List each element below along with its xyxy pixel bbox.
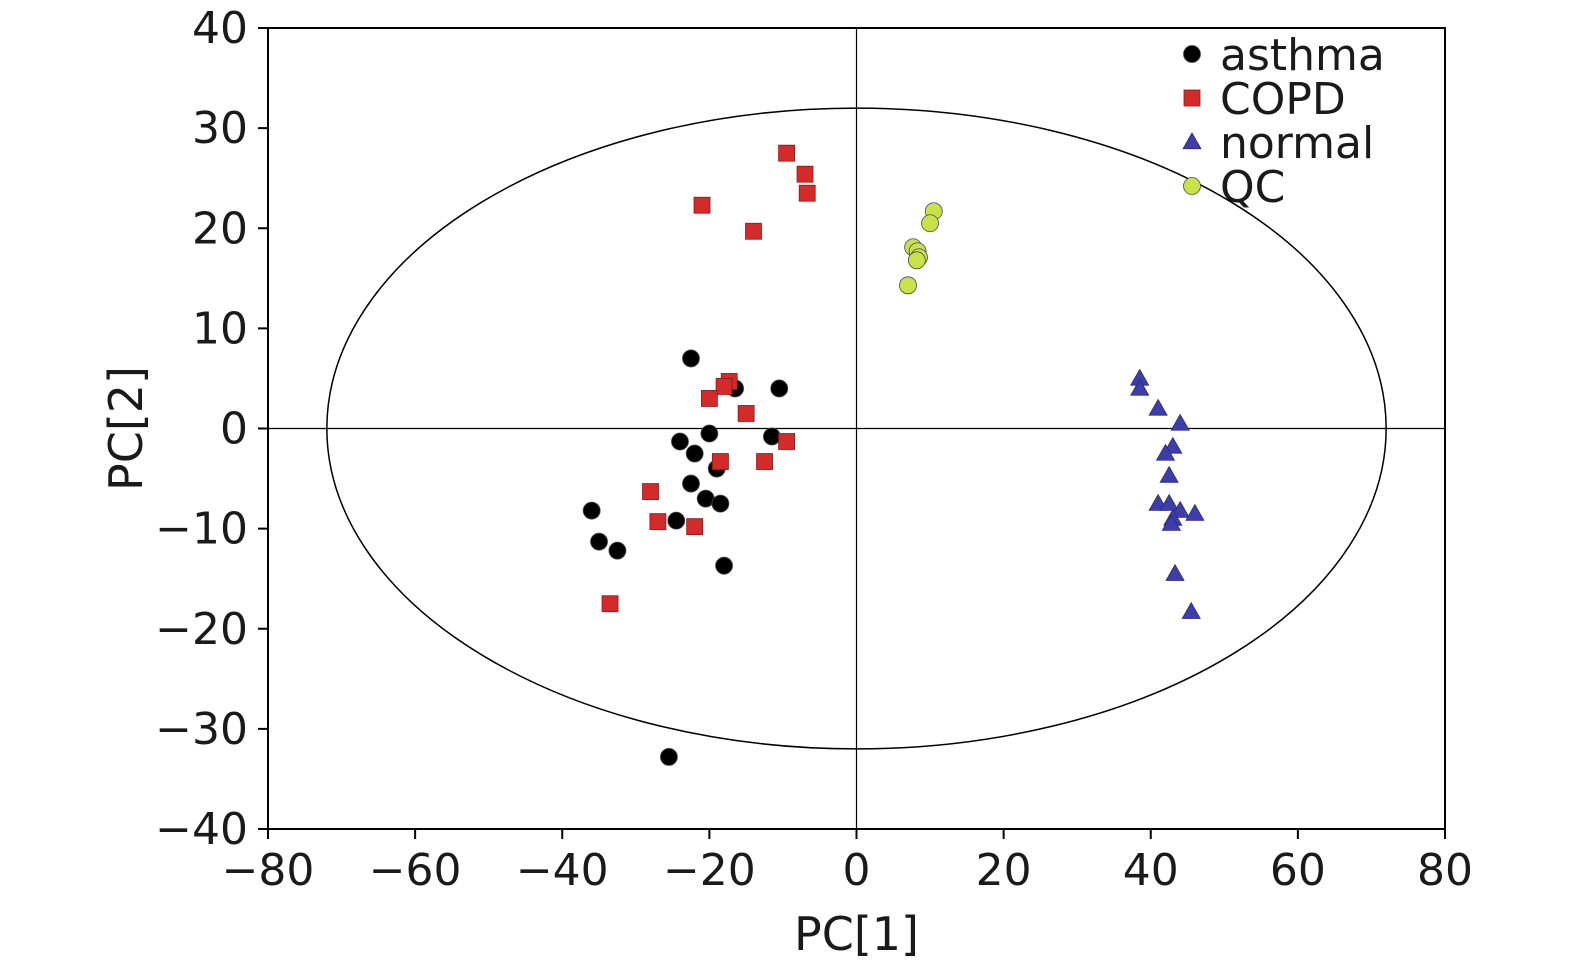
- point-asthma: [715, 556, 733, 575]
- point-copd: [686, 518, 704, 536]
- y-tick-label: 10: [192, 303, 248, 354]
- point-copd: [642, 483, 659, 500]
- y-tick-label: −30: [155, 704, 248, 755]
- point-normal: [1185, 503, 1205, 521]
- point-normal: [1170, 413, 1190, 431]
- y-tick-label: −20: [155, 604, 248, 655]
- x-tick-label: 0: [843, 845, 871, 896]
- point-asthma: [700, 424, 719, 443]
- point-normal: [1148, 398, 1168, 416]
- legend-label: asthma: [1220, 30, 1385, 81]
- point-copd: [715, 378, 733, 395]
- legend-marker-copd: [1183, 89, 1201, 107]
- point-normal: [1165, 563, 1185, 581]
- point-qc: [921, 214, 939, 233]
- point-asthma: [660, 748, 678, 766]
- point-asthma: [682, 349, 700, 368]
- legend-marker-asthma: [1183, 45, 1201, 63]
- legend-marker-normal: [1182, 132, 1202, 150]
- series-asthma: [582, 349, 789, 766]
- hotelling-ellipse: [326, 107, 1387, 750]
- x-tick-label: −40: [516, 845, 609, 896]
- x-tick-label: −60: [369, 845, 462, 896]
- x-tick-label: 40: [1123, 845, 1179, 896]
- legend-item-copd: COPD: [1183, 74, 1346, 125]
- point-normal: [1155, 443, 1176, 461]
- legend-label: QC: [1220, 162, 1285, 213]
- point-asthma: [685, 444, 704, 463]
- point-copd: [601, 595, 619, 613]
- point-copd: [798, 184, 816, 202]
- point-normal: [1159, 465, 1179, 483]
- x-tick-label: 20: [976, 845, 1032, 896]
- y-tick-label: 20: [192, 203, 248, 254]
- point-copd: [756, 453, 773, 470]
- x-axis-label: PC[1]: [794, 907, 919, 961]
- point-asthma: [682, 474, 700, 493]
- point-copd: [796, 165, 814, 183]
- y-axis-label: PC[2]: [99, 366, 153, 491]
- point-asthma: [667, 511, 686, 530]
- point-asthma: [590, 532, 608, 551]
- y-tick-label: −10: [155, 504, 248, 555]
- series-normal: [1130, 368, 1205, 619]
- point-copd: [745, 222, 762, 240]
- point-qc: [907, 251, 926, 270]
- point-asthma: [582, 501, 601, 520]
- y-tick-label: −40: [155, 804, 248, 855]
- series-qc: [899, 202, 943, 295]
- point-copd: [712, 453, 729, 470]
- x-tick-label: 60: [1270, 845, 1326, 896]
- point-qc: [899, 276, 917, 295]
- x-tick-label: −20: [663, 845, 756, 896]
- legend-item-normal: normal: [1182, 118, 1374, 169]
- zero-lines: [268, 28, 1445, 829]
- series-copd: [601, 144, 816, 613]
- y-tick-label: 40: [192, 3, 248, 54]
- point-asthma: [770, 379, 789, 398]
- x-tick-label: 80: [1417, 845, 1473, 896]
- point-normal: [1159, 493, 1179, 511]
- point-copd: [693, 196, 711, 214]
- point-copd: [778, 433, 796, 450]
- point-asthma: [671, 432, 689, 451]
- y-tick-label: 30: [192, 103, 248, 154]
- point-copd: [737, 405, 755, 422]
- point-normal: [1170, 500, 1190, 518]
- data-points: [582, 144, 1205, 766]
- axes: −80 −60 −40 −20 0 20 40 60 80 −40 −30 −20 −10 0 10 20 30…: [155, 3, 1473, 896]
- point-copd: [700, 390, 718, 407]
- legend-item-qc: QC: [1183, 162, 1285, 213]
- point-normal: [1161, 513, 1182, 531]
- point-asthma: [763, 427, 781, 446]
- x-tick-label: −80: [222, 845, 315, 896]
- legend-marker-qc: [1183, 177, 1201, 195]
- point-normal: [1181, 601, 1201, 619]
- point-asthma: [711, 494, 730, 513]
- legend-label: COPD: [1220, 74, 1346, 125]
- point-normal: [1130, 378, 1150, 396]
- point-copd: [649, 513, 667, 531]
- legend-item-asthma: asthma: [1183, 30, 1385, 81]
- confidence-ellipse: [326, 107, 1387, 750]
- point-asthma: [608, 541, 627, 560]
- legend-label: normal: [1220, 118, 1374, 169]
- point-copd: [778, 144, 796, 162]
- y-tick-label: 0: [220, 404, 248, 455]
